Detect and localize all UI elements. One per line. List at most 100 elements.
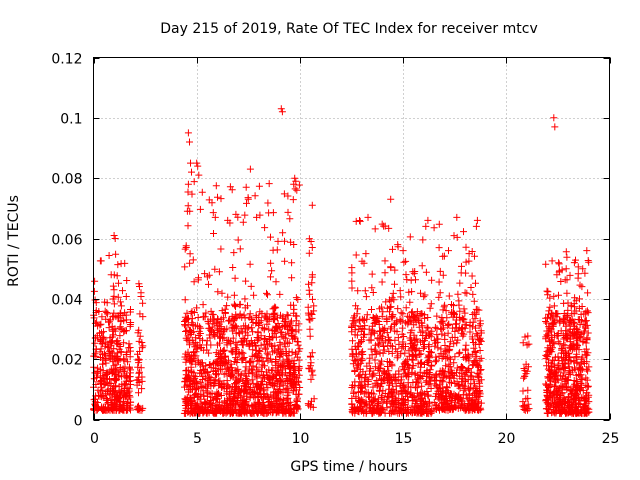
data-point xyxy=(309,295,316,303)
data-point xyxy=(265,209,273,217)
data-point xyxy=(361,402,369,410)
data-point xyxy=(542,260,550,268)
data-point xyxy=(226,371,234,379)
data-point xyxy=(427,361,435,369)
data-points xyxy=(90,105,593,417)
data-point xyxy=(110,232,118,239)
data-point xyxy=(398,344,406,352)
data-point xyxy=(226,316,234,324)
data-point xyxy=(232,354,240,362)
data-point xyxy=(209,209,217,217)
data-point xyxy=(469,290,477,298)
data-point xyxy=(549,356,556,364)
data-point xyxy=(450,402,458,410)
data-point xyxy=(241,408,248,416)
data-point xyxy=(135,280,143,288)
data-point xyxy=(227,317,235,325)
data-point xyxy=(90,375,98,383)
data-point xyxy=(474,372,482,380)
data-point xyxy=(181,383,188,391)
data-point xyxy=(265,325,273,333)
data-point xyxy=(447,397,455,404)
data-point xyxy=(364,213,372,221)
data-point xyxy=(356,378,364,386)
data-point xyxy=(196,205,204,213)
data-point xyxy=(274,320,282,327)
data-point xyxy=(368,409,376,417)
data-point xyxy=(573,385,581,393)
data-point xyxy=(380,222,388,230)
data-point xyxy=(552,310,560,318)
data-point xyxy=(418,382,426,390)
data-point xyxy=(202,387,210,395)
data-point xyxy=(251,192,259,200)
data-point xyxy=(423,323,431,331)
data-point xyxy=(410,331,418,339)
data-point xyxy=(572,406,580,414)
data-point xyxy=(439,317,447,325)
data-point xyxy=(553,387,561,395)
data-point xyxy=(582,310,590,318)
data-point xyxy=(114,293,122,301)
data-point xyxy=(450,340,458,348)
data-point xyxy=(224,382,232,390)
data-point xyxy=(378,303,386,311)
data-point xyxy=(564,376,572,384)
data-point xyxy=(284,379,292,387)
data-point xyxy=(247,365,255,373)
data-point xyxy=(370,369,378,377)
data-point xyxy=(584,289,592,297)
data-point xyxy=(96,335,104,343)
data-point xyxy=(375,341,383,349)
data-point xyxy=(525,340,533,348)
data-point xyxy=(389,385,397,393)
data-point xyxy=(377,361,385,369)
data-point xyxy=(212,182,220,190)
data-point xyxy=(120,317,128,325)
data-point xyxy=(451,353,459,361)
data-point xyxy=(212,405,220,413)
data-point xyxy=(575,329,583,336)
data-point xyxy=(123,406,131,414)
data-point xyxy=(543,409,551,417)
data-point xyxy=(214,341,221,349)
data-point xyxy=(270,372,278,380)
data-point xyxy=(237,394,245,402)
data-point xyxy=(427,409,435,417)
data-point xyxy=(448,390,456,398)
data-point xyxy=(457,400,465,408)
data-point xyxy=(278,350,286,358)
data-point xyxy=(104,310,112,318)
data-point xyxy=(409,394,417,401)
data-point xyxy=(279,381,287,389)
data-point xyxy=(390,400,398,408)
data-point xyxy=(205,361,213,369)
data-point xyxy=(424,314,432,321)
data-point xyxy=(471,252,478,260)
data-point xyxy=(546,367,553,375)
data-point xyxy=(348,284,356,292)
data-point xyxy=(406,298,414,306)
data-point xyxy=(439,306,447,314)
data-point xyxy=(218,330,226,338)
data-point xyxy=(409,362,417,370)
data-point xyxy=(101,380,109,388)
data-point xyxy=(434,344,442,352)
data-point xyxy=(578,283,586,291)
data-point xyxy=(421,291,429,299)
data-point xyxy=(184,202,192,210)
y-axis-label: ROTI / TECUs xyxy=(6,195,22,287)
data-point xyxy=(551,123,559,131)
data-point xyxy=(373,377,381,384)
data-point xyxy=(240,336,248,344)
data-point xyxy=(138,385,146,393)
data-point xyxy=(574,263,582,271)
data-point xyxy=(416,360,424,368)
data-point xyxy=(214,315,221,323)
data-point xyxy=(112,367,120,375)
data-point xyxy=(209,407,217,415)
data-point xyxy=(356,371,364,379)
data-point xyxy=(369,289,377,296)
data-point xyxy=(581,317,589,325)
